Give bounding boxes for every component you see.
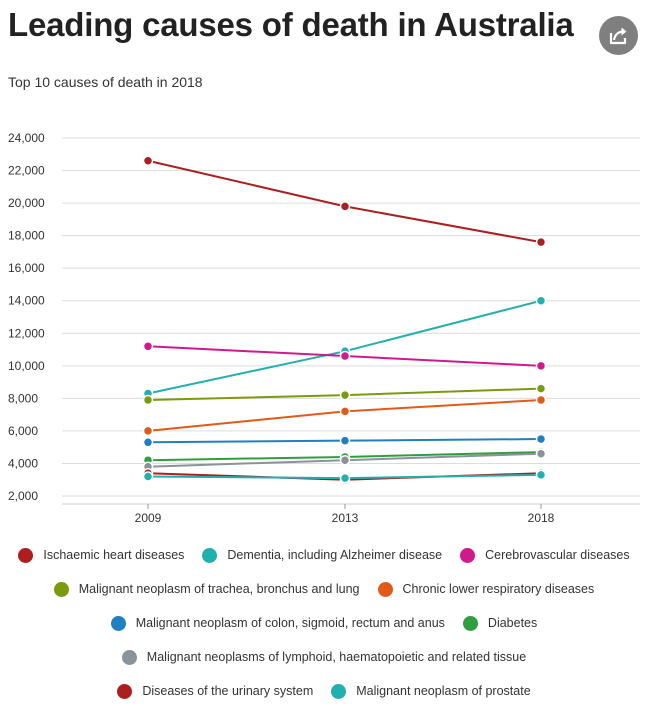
legend-swatch: [18, 547, 34, 563]
legend-item[interactable]: Malignant neoplasm of trachea, bronchus …: [53, 581, 360, 597]
legend-item[interactable]: Chronic lower respiratory diseases: [377, 581, 595, 597]
y-tick-label: 10,000: [8, 359, 45, 373]
share-icon: [609, 27, 627, 45]
y-tick-label: 14,000: [8, 294, 45, 308]
legend-item[interactable]: Cerebrovascular diseases: [460, 547, 630, 563]
data-point[interactable]: [339, 472, 351, 484]
data-point[interactable]: [142, 471, 154, 482]
data-point[interactable]: [535, 236, 547, 248]
y-tick-label: 12,000: [8, 326, 45, 340]
data-point[interactable]: [339, 454, 351, 466]
legend-swatch: [53, 581, 69, 597]
y-tick-label: 18,000: [8, 229, 45, 243]
legend-swatch: [331, 683, 347, 699]
legend-row: Ischaemic heart diseases Dementia, includ…: [0, 538, 648, 572]
data-point[interactable]: [339, 201, 351, 212]
legend-swatch: [110, 615, 126, 631]
data-point[interactable]: [142, 341, 154, 352]
legend-label: Diseases of the urinary system: [142, 684, 314, 698]
y-tick-label: 20,000: [8, 196, 45, 210]
data-point[interactable]: [535, 469, 547, 481]
data-point[interactable]: [142, 394, 154, 406]
x-tick-label: 2018: [528, 511, 555, 525]
x-tick-label: 2013: [332, 511, 359, 525]
y-tick-label: 8,000: [8, 391, 38, 405]
y-tick-label: 2,000: [8, 489, 38, 503]
legend-label: Dementia, including Alzheimer disease: [227, 548, 443, 562]
chart-title: Leading causes of death in Australia: [8, 6, 574, 43]
data-point[interactable]: [535, 360, 547, 372]
data-points: [142, 155, 547, 485]
legend-item[interactable]: Ischaemic heart diseases: [18, 547, 185, 563]
legend-label: Chronic lower respiratory diseases: [402, 582, 595, 596]
axes: 2,000 4,000 6,000 8,000 10,000 12,000 14,000 16…: [8, 131, 640, 525]
legend-item[interactable]: Malignant neoplasm of prostate: [331, 683, 531, 699]
x-tick-label: 2009: [135, 511, 162, 525]
legend-item[interactable]: Malignant neoplasms of lymphoid, haemato…: [121, 649, 527, 665]
chart-legend: Ischaemic heart diseases Dementia, includ…: [0, 538, 648, 708]
data-point[interactable]: [535, 394, 547, 406]
legend-swatch: [117, 683, 133, 699]
legend-item[interactable]: Diseases of the urinary system: [117, 683, 314, 699]
y-tick-label: 4,000: [8, 456, 38, 470]
legend-item[interactable]: Malignant neoplasm of colon, sigmoid, re…: [110, 615, 445, 631]
legend-swatch: [377, 581, 393, 597]
legend-label: Malignant neoplasm of colon, sigmoid, re…: [135, 616, 445, 630]
data-point[interactable]: [535, 295, 547, 306]
data-point[interactable]: [339, 389, 351, 401]
legend-swatch: [462, 615, 478, 631]
data-point[interactable]: [535, 448, 547, 459]
data-point[interactable]: [339, 406, 351, 417]
legend-row: Malignant neoplasm of trachea, bronchus …: [0, 572, 648, 606]
legend-row: Malignant neoplasms of lymphoid, haemato…: [0, 640, 648, 674]
y-tick-label: 6,000: [8, 424, 38, 438]
line-chart: 2,000 4,000 6,000 8,000 10,000 12,000 14,000 16…: [8, 131, 640, 525]
data-point[interactable]: [339, 350, 351, 362]
legend-label: Malignant neoplasms of lymphoid, haemato…: [146, 650, 527, 664]
legend-swatch: [202, 547, 218, 563]
data-point[interactable]: [535, 433, 547, 445]
legend-swatch: [121, 649, 137, 665]
legend-label: Cerebrovascular diseases: [485, 548, 630, 562]
data-point[interactable]: [142, 437, 154, 448]
legend-item[interactable]: Diabetes: [462, 615, 538, 631]
y-tick-label: 24,000: [8, 131, 45, 145]
share-button[interactable]: [599, 16, 638, 55]
data-point[interactable]: [142, 425, 154, 437]
y-tick-label: 22,000: [8, 164, 45, 178]
data-point[interactable]: [142, 155, 154, 167]
legend-label: Diabetes: [487, 616, 538, 630]
legend-row: Diseases of the urinary system Malignant …: [0, 674, 648, 708]
legend-label: Malignant neoplasm of prostate: [356, 684, 531, 698]
legend-row: Malignant neoplasm of colon, sigmoid, re…: [0, 606, 648, 640]
legend-item[interactable]: Dementia, including Alzheimer disease: [202, 547, 443, 563]
legend-label: Malignant neoplasm of trachea, bronchus …: [78, 582, 360, 596]
data-point[interactable]: [339, 435, 351, 446]
data-point[interactable]: [535, 383, 547, 394]
legend-swatch: [460, 547, 476, 563]
legend-label: Ischaemic heart diseases: [43, 548, 185, 562]
chart-subtitle: Top 10 causes of death in 2018: [8, 74, 203, 90]
y-tick-label: 16,000: [8, 261, 45, 275]
